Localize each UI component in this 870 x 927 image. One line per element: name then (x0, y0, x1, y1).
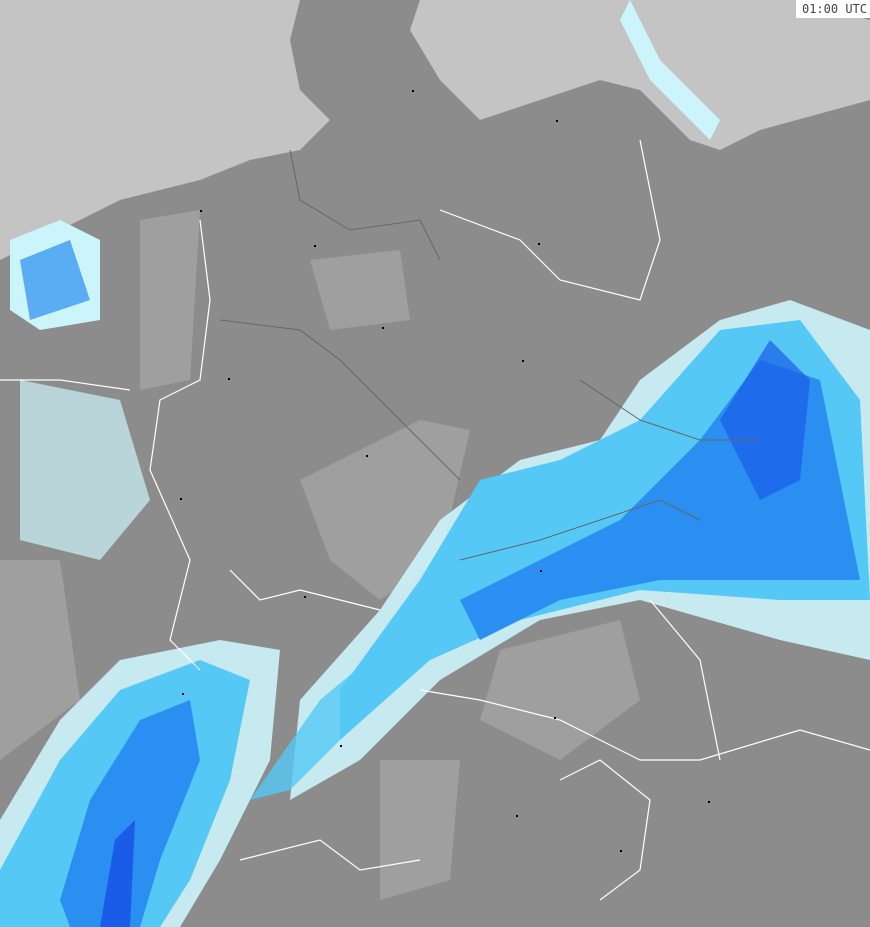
borders (0, 139, 870, 901)
city-markers (180, 90, 710, 852)
lighter-land-patches (0, 210, 640, 900)
regional-borders (219, 149, 760, 561)
timestamp-label: 01:00 UTC (795, 0, 870, 18)
sea-areas (0, 0, 870, 260)
